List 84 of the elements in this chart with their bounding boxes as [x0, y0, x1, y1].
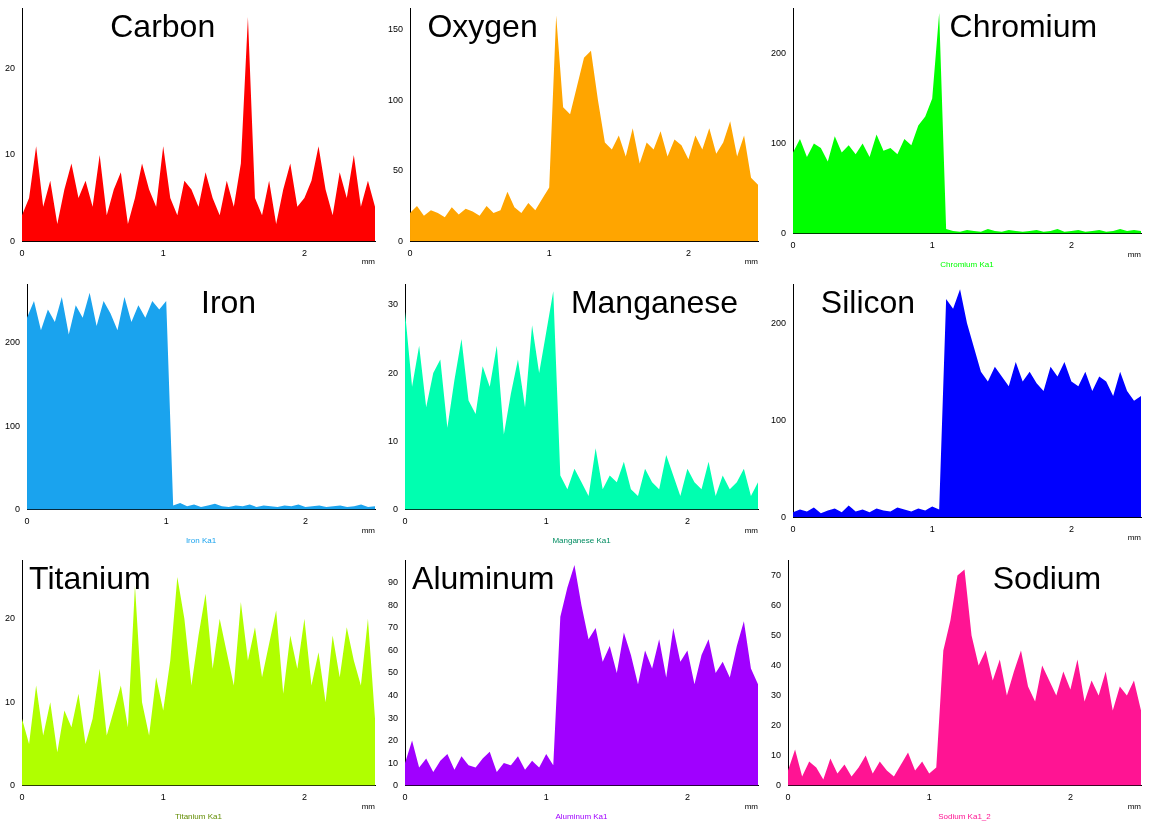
x-tick-label: 1	[926, 792, 932, 803]
y-tick-label: 20	[388, 735, 399, 746]
y-tick-label: 70	[771, 569, 782, 580]
y-tick-label: 20	[5, 613, 16, 624]
chart-title: Oxygen	[427, 8, 538, 45]
text: mm	[1127, 533, 1142, 543]
chart-title: Carbon	[110, 8, 216, 45]
y-tick-label: 30	[771, 690, 782, 700]
x-tick-label: 2	[301, 792, 307, 803]
y-tick-label: 100	[770, 414, 787, 425]
y-tick-label: 50	[388, 667, 399, 678]
y-tick-label: 60	[771, 599, 782, 610]
x-tick-label: 1	[160, 248, 166, 259]
y-tick-label: 0	[393, 780, 399, 791]
x-tick-label: 2	[1068, 524, 1074, 535]
y-tick-label: 100	[4, 420, 21, 431]
chart-title: Silicon	[820, 284, 916, 321]
x-axis-title: Aluminum Ka1	[555, 812, 609, 822]
y-tick-label: 90	[388, 577, 399, 588]
y-tick-label: 60	[388, 644, 399, 655]
chart-title: Titanium	[29, 560, 151, 597]
x-tick-label: 1	[546, 248, 552, 259]
y-tick-label: 40	[771, 659, 782, 670]
text: mm	[744, 525, 759, 535]
y-tick-label: 50	[393, 165, 404, 176]
x-tick-label: 2	[685, 248, 691, 259]
y-tick-label: 0	[781, 228, 787, 239]
chart-title: Iron	[201, 284, 257, 321]
y-tick-label: 10	[388, 757, 399, 768]
x-tick-label: 0	[407, 248, 413, 259]
y-tick-label: 200	[4, 337, 21, 348]
x-tick-label: 1	[163, 516, 169, 527]
y-tick-label: 10	[5, 149, 16, 160]
y-tick-label: 0	[10, 780, 16, 791]
text: mm	[361, 257, 376, 267]
y-tick-label: 40	[388, 690, 399, 700]
text: mm	[1127, 249, 1142, 259]
chart-title: Manganese	[570, 284, 739, 321]
text: mm	[1127, 801, 1142, 811]
chart-title: Chromium	[949, 8, 1098, 45]
chart-title: Sodium	[992, 560, 1102, 597]
x-axis-title: Chromium Ka1	[940, 260, 995, 270]
x-tick-label: 2	[302, 516, 308, 527]
x-axis-title: Sodium Ka1_2	[938, 812, 992, 822]
y-tick-label: 0	[15, 504, 21, 515]
y-tick-label: 10	[388, 435, 399, 446]
x-tick-label: 0	[790, 524, 796, 535]
y-tick-label: 0	[776, 780, 782, 791]
x-tick-label: 2	[301, 248, 307, 259]
y-tick-label: 30	[388, 299, 399, 310]
y-tick-label: 30	[388, 712, 399, 723]
x-tick-label: 0	[24, 516, 30, 527]
x-axis-title: Titanium Ka1	[175, 812, 223, 822]
y-tick-label: 100	[770, 138, 787, 148]
x-axis-title: Iron Ka1	[185, 536, 217, 546]
y-tick-label: 50	[771, 629, 782, 640]
x-tick-label: 1	[543, 516, 549, 527]
x-tick-label: 0	[790, 240, 796, 251]
y-tick-label: 150	[387, 24, 404, 35]
chart-title: Aluminum	[412, 560, 555, 597]
x-axis-title: Manganese Ka1	[552, 536, 612, 546]
y-tick-label: 80	[388, 599, 399, 610]
x-tick-label: 2	[1067, 792, 1073, 803]
y-tick-label: 10	[771, 750, 782, 761]
y-tick-label: 10	[5, 696, 16, 707]
x-tick-label: 2	[684, 516, 690, 527]
text: mm	[361, 801, 376, 811]
y-tick-label: 200	[770, 47, 787, 58]
text: mm	[361, 525, 376, 535]
y-tick-label: 100	[387, 94, 404, 105]
y-tick-label: 20	[388, 367, 399, 378]
x-tick-label: 1	[929, 524, 935, 535]
y-tick-label: 70	[388, 622, 399, 633]
x-tick-label: 1	[160, 792, 166, 803]
text: mm	[744, 801, 759, 811]
y-tick-label: 200	[770, 317, 787, 328]
y-tick-label: 20	[771, 720, 782, 731]
y-tick-label: 20	[5, 63, 16, 74]
y-tick-label: 0	[393, 504, 399, 515]
x-tick-label: 1	[543, 792, 549, 803]
x-tick-label: 1	[929, 240, 935, 251]
x-tick-label: 2	[1068, 240, 1074, 251]
text: mm	[744, 257, 759, 267]
x-tick-label: 2	[684, 792, 690, 803]
